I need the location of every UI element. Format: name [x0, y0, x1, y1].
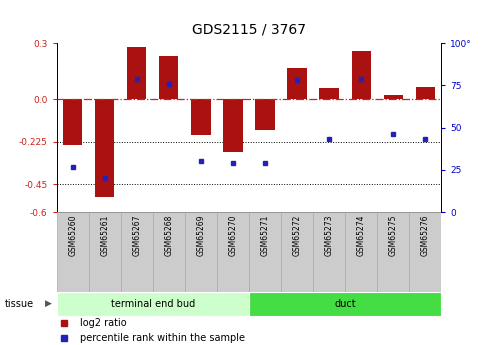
Bar [159, 56, 178, 99]
Bar [255, 99, 275, 129]
Bar [345, 212, 377, 292]
Bar [57, 292, 249, 316]
Text: GSM65275: GSM65275 [388, 215, 398, 256]
Bar [63, 99, 82, 145]
Bar [191, 99, 211, 135]
Bar [57, 212, 89, 292]
Text: tissue: tissue [5, 299, 34, 308]
Bar [281, 212, 313, 292]
Bar [223, 99, 243, 152]
Bar [89, 212, 121, 292]
Text: GSM65272: GSM65272 [292, 215, 302, 256]
Text: GSM65276: GSM65276 [421, 215, 430, 256]
Text: duct: duct [334, 299, 356, 308]
Bar [249, 212, 281, 292]
Text: GSM65268: GSM65268 [164, 215, 174, 256]
Bar [352, 51, 371, 99]
Text: GSM65274: GSM65274 [356, 215, 366, 256]
Text: GSM65267: GSM65267 [132, 215, 141, 256]
Bar [384, 95, 403, 99]
Text: GSM65269: GSM65269 [196, 215, 206, 256]
Bar [319, 88, 339, 99]
Bar [121, 212, 153, 292]
Bar [249, 292, 441, 316]
Text: GSM65270: GSM65270 [228, 215, 238, 256]
Bar [127, 47, 146, 99]
Text: GSM65271: GSM65271 [260, 215, 270, 256]
Text: GDS2115 / 3767: GDS2115 / 3767 [192, 22, 306, 36]
Text: GSM65261: GSM65261 [100, 215, 109, 256]
Text: log2 ratio: log2 ratio [80, 318, 126, 328]
Bar [313, 212, 345, 292]
Bar [416, 87, 435, 99]
Bar [217, 212, 249, 292]
Bar [287, 68, 307, 99]
Text: GSM65273: GSM65273 [324, 215, 334, 256]
Bar [153, 212, 185, 292]
Bar [185, 212, 217, 292]
Text: percentile rank within the sample: percentile rank within the sample [80, 333, 245, 343]
Text: terminal end bud: terminal end bud [111, 299, 195, 308]
Bar [409, 212, 441, 292]
Text: GSM65260: GSM65260 [68, 215, 77, 256]
Text: ▶: ▶ [45, 299, 52, 308]
Bar [377, 212, 409, 292]
Bar [95, 99, 114, 197]
